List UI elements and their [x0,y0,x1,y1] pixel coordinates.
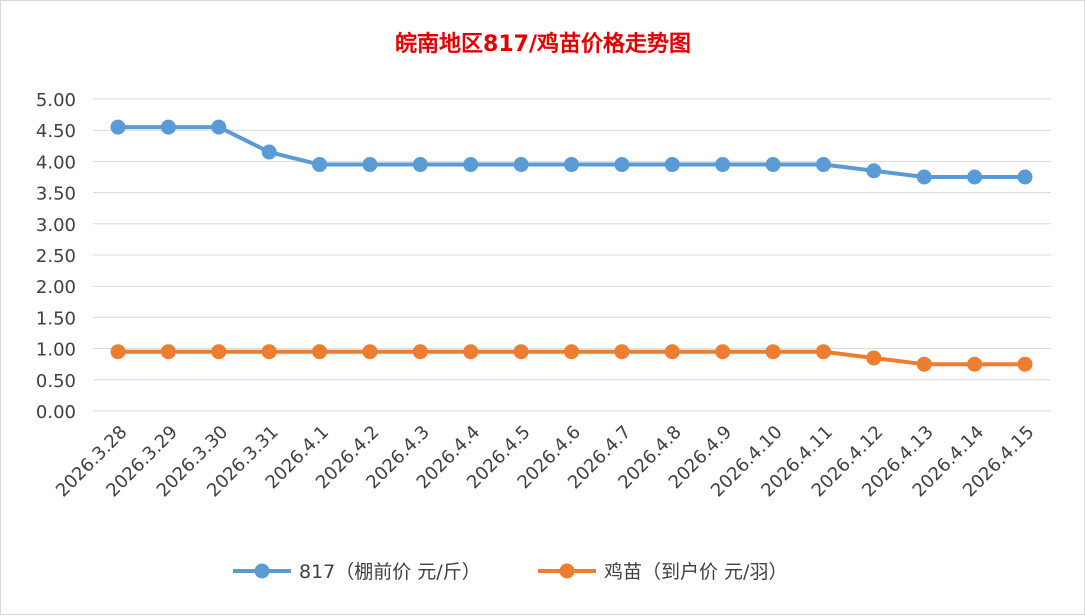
data-point [362,344,378,360]
data-point [513,157,529,173]
y-tick-label: 1.50 [36,308,76,329]
data-point [765,157,781,173]
legend-swatch-marker [559,563,575,579]
legend-swatch-marker [254,563,270,579]
data-point [916,356,932,372]
data-point [110,344,126,360]
data-point [815,157,831,173]
data-point [160,344,176,360]
data-point [211,119,227,135]
data-point [412,344,428,360]
y-tick-label: 3.00 [36,215,76,236]
data-point [967,169,983,185]
data-point [614,344,630,360]
data-point [312,344,328,360]
data-point [916,169,932,185]
series-layer [110,119,1033,372]
gridlines [93,98,1051,412]
legend: 817（棚前价 元/斤） 鸡苗（到户价 元/羽） [233,561,787,583]
data-point [866,350,882,366]
data-point [765,344,781,360]
y-axis-ticks: 0.00 0.50 1.00 1.50 2.00 2.50 3.00 3.50 4.00 4.50… [36,90,76,423]
data-point [1017,169,1033,185]
y-tick-label: 1.00 [36,340,76,361]
data-point [110,119,126,135]
data-point [564,344,579,360]
data-point [564,157,579,173]
data-point [715,157,731,173]
data-point [160,119,176,135]
series-2 [110,344,1033,372]
data-point [866,163,882,179]
y-tick-label: 4.50 [36,121,76,142]
y-tick-label: 2.50 [36,246,76,267]
data-point [261,344,277,360]
data-point [261,144,277,160]
data-point [513,344,529,360]
data-point [967,356,983,372]
data-point [211,344,227,360]
y-tick-label: 4.00 [36,152,76,173]
legend-label: 817（棚前价 元/斤） [299,561,481,583]
y-tick-label: 0.00 [36,402,76,423]
y-tick-label: 0.50 [36,371,76,392]
data-point [664,344,680,360]
x-axis-ticks: 2026.3.282026.3.292026.3.302026.3.312026… [52,422,1039,502]
data-point [715,344,731,360]
data-point [815,344,831,360]
data-point [614,157,630,173]
data-point [463,157,479,173]
y-tick-label: 2.00 [36,277,76,298]
data-point [1017,356,1033,372]
y-tick-label: 5.00 [36,90,76,111]
data-point [362,157,378,173]
chart-title: 皖南地区817/鸡苗价格走势图 [395,31,691,57]
data-point [664,157,680,173]
data-point [412,157,428,173]
series-1 [110,119,1033,185]
data-point [463,344,479,360]
data-point [312,157,328,173]
y-tick-label: 3.50 [36,184,76,205]
legend-label: 鸡苗（到户价 元/羽） [604,561,787,583]
